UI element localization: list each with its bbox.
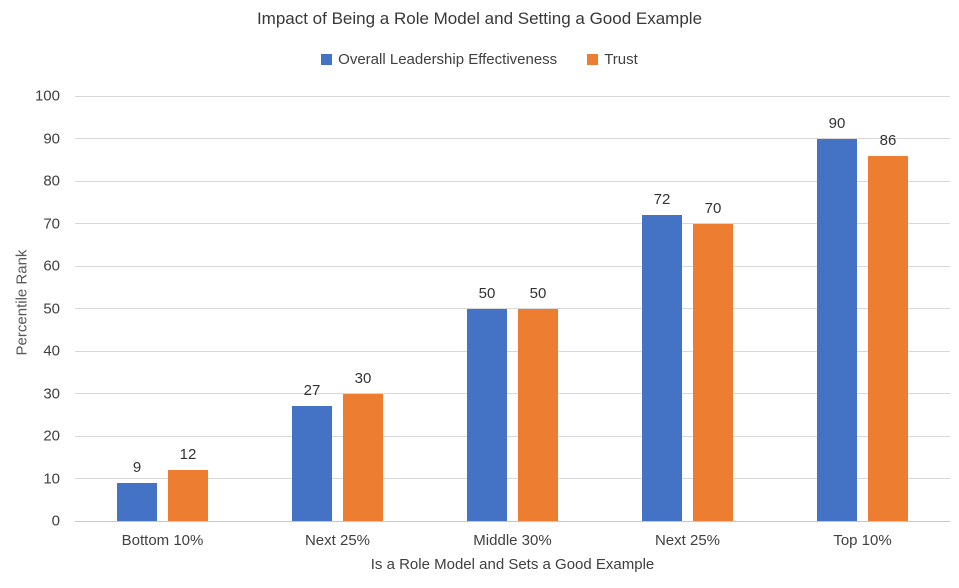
- legend-swatch-icon: [587, 54, 599, 65]
- legend-swatch-icon: [321, 54, 333, 65]
- legend-label: Overall Leadership Effectiveness: [338, 51, 558, 68]
- legend-item-overall-leadership-effectiveness: Overall Leadership Effectiveness: [321, 51, 557, 68]
- bar: [868, 155, 908, 521]
- gridline: [75, 180, 950, 182]
- legend: Overall Leadership Effectiveness Trust: [0, 51, 959, 68]
- x-category-label: Middle 30%: [473, 532, 552, 549]
- gridline: [75, 265, 950, 267]
- bar: [292, 406, 332, 521]
- legend-item-trust: Trust: [587, 51, 638, 68]
- y-tick-label: 20: [43, 427, 60, 445]
- gridline: [75, 138, 950, 139]
- legend-label: Trust: [604, 51, 638, 68]
- bar-value-label: 70: [704, 199, 722, 217]
- plot-area: 0 10 20 30 40 50 60 70 80 90 100 9 12 Bottom 10% 27 30 N…: [35, 88, 950, 549]
- y-tick-label: 100: [34, 87, 60, 105]
- gridline: [75, 223, 950, 224]
- x-category-label: Next 25%: [304, 532, 371, 549]
- gridline: [75, 95, 950, 97]
- y-tick-label: 60: [43, 257, 60, 275]
- gridline: [75, 478, 950, 479]
- bar: [693, 223, 733, 521]
- y-tick-label: 80: [43, 172, 60, 190]
- x-category-label: Top 10%: [833, 532, 892, 549]
- y-tick-label: 70: [43, 215, 60, 232]
- gridline: [75, 520, 950, 522]
- bar-value-label: 9: [132, 458, 142, 476]
- bar-value-label: 12: [179, 446, 197, 463]
- y-tick-label: 50: [43, 300, 60, 317]
- y-tick-label: 40: [43, 342, 60, 360]
- y-tick-label: 0: [51, 512, 60, 530]
- bar: [168, 470, 208, 521]
- y-tick-label: 10: [43, 470, 60, 487]
- bar: [642, 215, 682, 521]
- gridline: [75, 350, 950, 352]
- bar-value-label: 72: [653, 191, 671, 208]
- bar-value-label: 50: [478, 284, 496, 302]
- bar-value-label: 30: [354, 369, 372, 387]
- gridline: [75, 435, 950, 437]
- y-tick-label: 30: [43, 385, 60, 402]
- bar-value-label: 27: [303, 382, 321, 400]
- chart-title: Impact of Being a Role Model and Setting…: [256, 9, 703, 28]
- bar-value-label: 90: [828, 114, 846, 132]
- y-tick-label: 90: [43, 130, 60, 147]
- bar: [467, 308, 507, 521]
- x-category-label: Next 25%: [654, 532, 721, 549]
- bar: [117, 482, 157, 521]
- bar: [817, 138, 857, 521]
- bar-value-label: 50: [529, 284, 547, 302]
- gridline: [75, 308, 950, 309]
- x-category-label: Bottom 10%: [121, 532, 204, 549]
- bar: [343, 393, 383, 521]
- gridline: [75, 393, 950, 394]
- bar-value-label: 86: [879, 131, 897, 149]
- x-axis-title: Is a Role Model and Sets a Good Example: [370, 556, 655, 573]
- bar: [518, 308, 558, 521]
